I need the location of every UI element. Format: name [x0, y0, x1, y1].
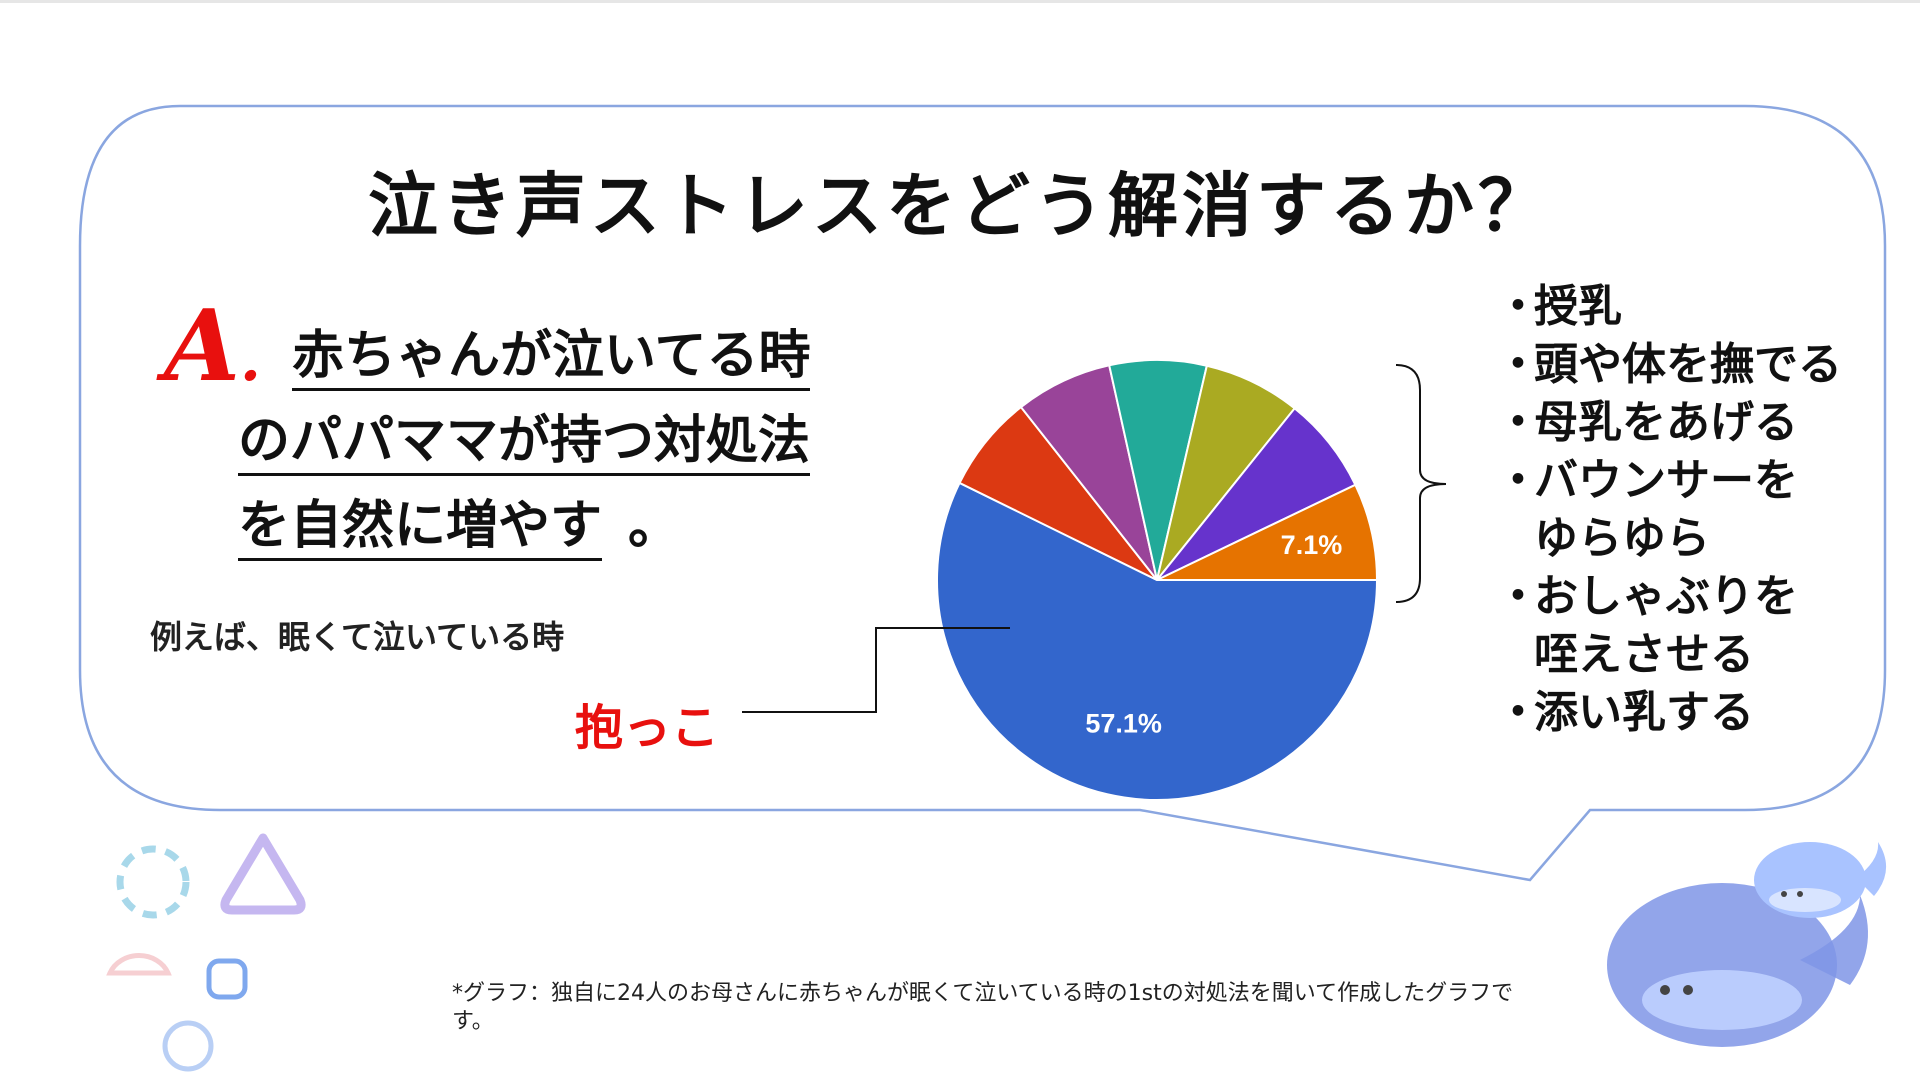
bullet-item: ・バウンサーを ゆらゆら	[1496, 452, 1842, 568]
bullet-text: バウンサーを ゆらゆら	[1534, 455, 1798, 564]
bullet-list: ・授乳 ・頭や体を撫でる ・母乳をあげる ・バウンサーを ゆらゆら ・おしゃぶり…	[1496, 278, 1842, 742]
bullet-item: ・おしゃぶりを 咥えさせる	[1496, 568, 1842, 684]
bullet-text: 授乳	[1534, 281, 1622, 332]
answer-line-tail: 。	[628, 496, 681, 556]
bullet-text: 母乳をあげる	[1534, 397, 1798, 448]
pie-slice-label-6: 7.1%	[1281, 530, 1343, 560]
bullet-item: ・母乳をあげる	[1496, 394, 1842, 452]
callout-label: 抱っこ	[575, 700, 720, 756]
bullet-text: 添い乳する	[1534, 687, 1754, 738]
example-text: 例えば、眠くて泣いている時	[150, 618, 565, 656]
bullet-item: ・授乳	[1496, 278, 1842, 336]
answer-line-1: 赤ちゃんが泣いてる時	[292, 330, 811, 391]
bullet-text: 頭や体を撫でる	[1534, 339, 1842, 390]
pie-slice-0	[936, 481, 1379, 801]
footnote: *グラフ：独自に24人のお母さんに赤ちゃんが眠くて泣いている時の1stの対処法を…	[452, 981, 1514, 1034]
bullet-dot: ・	[1496, 339, 1540, 390]
bullet-text: おしゃぶりを 咥えさせる	[1534, 571, 1798, 680]
bullet-dot: ・	[1496, 455, 1540, 506]
callout-line	[742, 627, 1010, 713]
pie-slices	[936, 359, 1379, 801]
top-border	[0, 0, 1920, 3]
page-title: 泣き声ストレスをどう解消するか？	[368, 165, 1552, 247]
bullet-item: ・添い乳する	[1496, 684, 1842, 742]
answer-letter: A.	[164, 289, 261, 404]
answer-letter-dot: .	[240, 325, 261, 395]
bullet-dot: ・	[1496, 281, 1540, 332]
bullet-dot: ・	[1496, 571, 1540, 622]
bullet-dot: ・	[1496, 397, 1540, 448]
bullet-dot: ・	[1496, 687, 1540, 738]
answer-line-3: を自然に増やす	[238, 500, 603, 561]
pie-slice-6	[1156, 483, 1379, 581]
bracket	[1395, 364, 1447, 603]
pie-slice-label-0: 57.1%	[1085, 709, 1162, 739]
bullet-item: ・頭や体を撫でる	[1496, 336, 1842, 394]
answer-line-2: のパパママが持つ対処法	[238, 415, 811, 476]
pie-labels: 57.1% 7.1%	[1085, 530, 1342, 739]
